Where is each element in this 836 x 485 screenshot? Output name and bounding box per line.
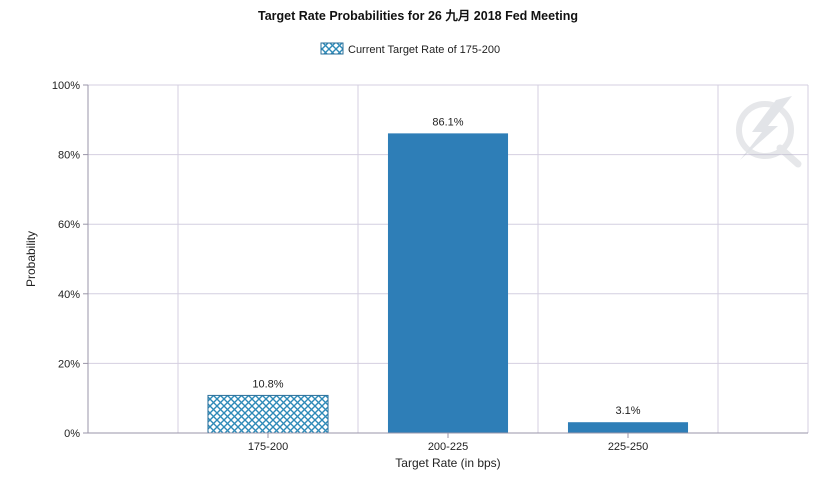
y-axis-title: Probability	[24, 231, 38, 287]
legend: Current Target Rate of 175-200	[320, 42, 500, 56]
chart-title: Target Rate Probabilities for 26 九月 2018…	[258, 8, 578, 23]
data-label-225-250: 3.1%	[615, 405, 640, 417]
bar-200-225	[387, 133, 509, 433]
data-label-200-225: 86.1%	[432, 116, 463, 128]
y-tick-label: 100%	[52, 80, 80, 92]
bar-225-250	[567, 422, 689, 433]
legend-label: Current Target Rate of 175-200	[348, 44, 500, 56]
y-tick-label: 80%	[58, 150, 80, 162]
lightning-q-logo-icon	[736, 96, 802, 168]
y-tick-label: 40%	[58, 289, 80, 301]
data-label-175-200: 10.8%	[252, 378, 283, 390]
legend-swatch	[320, 42, 344, 55]
x-tick-label-200-225: 200-225	[428, 441, 468, 453]
x-tick-label-175-200: 175-200	[248, 441, 288, 453]
x-axis-ticks: 175-200 200-225 225-250	[248, 433, 648, 453]
bars: 10.8% 86.1% 3.1%	[207, 116, 689, 434]
y-tick-label: 60%	[58, 219, 80, 231]
x-axis-title: Target Rate (in bps)	[395, 456, 500, 470]
bar-175-200	[207, 394, 329, 434]
y-axis-ticks: 0% 20% 40% 60% 80% 100%	[52, 80, 88, 440]
x-tick-label-225-250: 225-250	[608, 441, 648, 453]
y-tick-label: 0%	[64, 428, 80, 440]
y-tick-label: 20%	[58, 358, 80, 370]
